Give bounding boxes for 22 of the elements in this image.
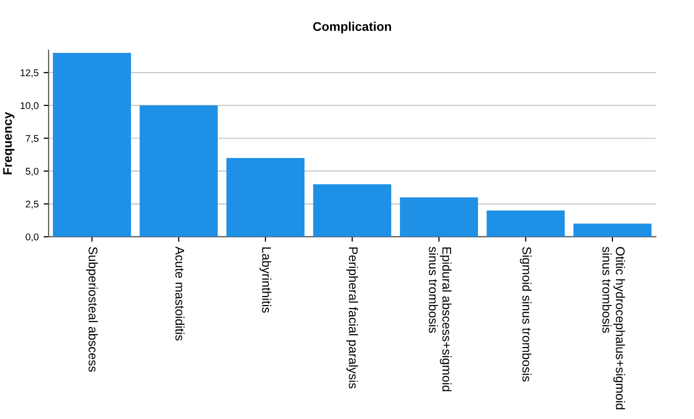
x-tick-label: Peripheral facial paralysis bbox=[346, 247, 358, 388]
bar bbox=[573, 224, 652, 237]
x-tick-label: Sigmoid sinus trombosis bbox=[520, 247, 532, 382]
x-tick-label: Subperiosteal abscess bbox=[86, 247, 98, 372]
x-tick-label: Acute mastoiditis bbox=[175, 246, 185, 340]
y-tick-label: 7,5 bbox=[26, 135, 38, 144]
bar bbox=[226, 158, 304, 237]
x-tick-label: Labyrinthitis bbox=[260, 247, 272, 313]
y-tick-label: 12,5 bbox=[20, 69, 38, 78]
chart-title: Complication bbox=[313, 22, 392, 34]
bar bbox=[140, 105, 218, 237]
y-tick-label: 10,0 bbox=[20, 102, 38, 110]
bar bbox=[486, 210, 565, 237]
x-tick-label: Epidural abscess+sigmoid sinus trombosis bbox=[428, 246, 452, 392]
bar bbox=[52, 52, 131, 237]
y-tick-label: 5,0 bbox=[26, 168, 38, 176]
y-tick-label: 2,5 bbox=[26, 200, 38, 209]
y-tick-label: 0,0 bbox=[26, 233, 38, 242]
x-tick-label: Otitic hydrocephalus+sigmoid sinus trombosis bbox=[602, 246, 626, 410]
bar bbox=[400, 197, 478, 237]
bar bbox=[313, 184, 392, 237]
y-axis-title: Frequency bbox=[3, 112, 14, 174]
